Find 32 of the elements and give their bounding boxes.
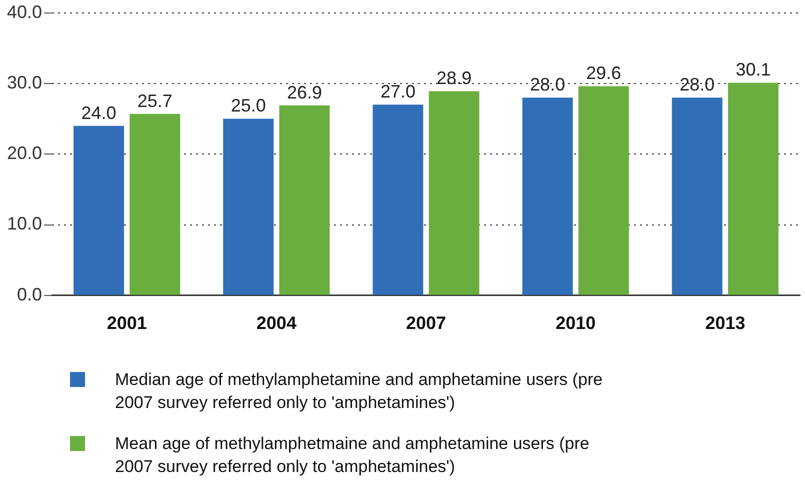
bar [672,98,722,295]
bar [578,86,629,295]
x-tick-label: 2004 [256,313,296,334]
x-tick-label: 2013 [705,313,746,334]
data-label: 28.0 [680,74,715,95]
data-label: 28.0 [530,74,566,95]
data-label: 28.9 [436,68,472,88]
x-tick-label: 2010 [556,313,596,334]
bar [522,98,573,295]
data-label: 24.0 [81,102,116,123]
data-label: 27.0 [380,82,416,102]
bar [428,91,480,295]
y-tick-label: 0.0 [17,284,42,304]
bar [728,82,778,295]
legend-label: Mean age of methylamphetmaine and amphetamine users (pre 2007 survey referred only to 'amphetamines') [115,433,590,478]
bar [372,104,424,295]
data-label: 25.7 [137,90,172,111]
bar [74,126,124,295]
bar [130,114,180,295]
y-tick-label: 10.0 [6,214,42,234]
data-label: 25.0 [230,96,266,116]
bar [223,118,274,295]
y-tick-label: 20.0 [6,143,42,164]
data-label: 26.9 [286,82,322,102]
x-tick-label: 2001 [106,313,147,334]
bar [279,105,330,295]
data-label: 30.1 [736,60,771,80]
legend-label: Median age of methylamphetamine and amphetamine users (pre 2007 survey referred only to 'amphetamines') [115,369,604,414]
x-tick-label: 2007 [406,313,446,334]
data-label: 29.6 [586,63,622,84]
y-tick-label: 40.0 [6,2,42,22]
y-tick-label: 30.0 [6,72,42,92]
